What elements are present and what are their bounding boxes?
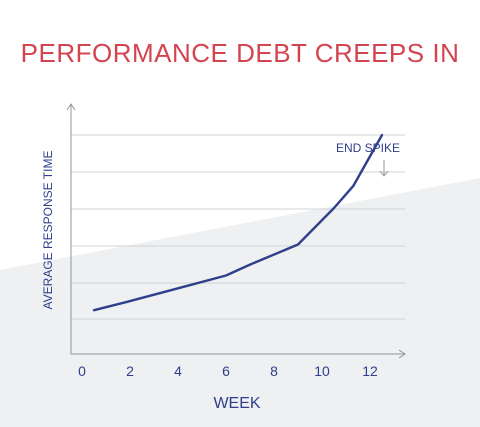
y-axis-label: AVERAGE RESPONSE TIME — [41, 151, 55, 310]
x-tick-label: 10 — [314, 363, 330, 379]
x-tick-label: 8 — [270, 363, 278, 379]
chart-title: PERFORMANCE DEBT CREEPS IN — [20, 38, 460, 68]
y-axis-arrow-icon — [66, 103, 76, 111]
annotation-arrowhead-icon — [379, 170, 389, 177]
x-tick-label: 2 — [126, 363, 134, 379]
annotation-label: END SPIKE — [336, 141, 400, 155]
x-axis-label: WEEK — [213, 395, 260, 412]
x-tick-label: 12 — [362, 363, 378, 379]
x-tick-label: 4 — [174, 363, 182, 379]
x-axis-arrow-icon — [398, 349, 406, 359]
x-tick-label: 0 — [78, 363, 86, 379]
x-tick-label: 6 — [222, 363, 230, 379]
series-line — [92, 133, 384, 312]
